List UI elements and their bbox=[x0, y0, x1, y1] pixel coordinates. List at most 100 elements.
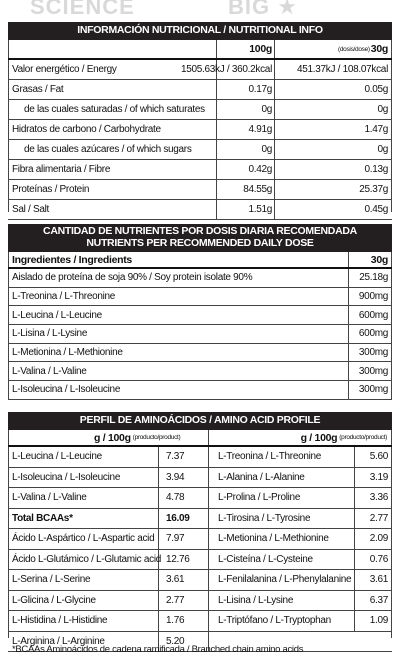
column-divider bbox=[216, 180, 217, 199]
column-divider bbox=[274, 200, 275, 219]
amino-label-left: L-Arginina / L-Arginine bbox=[12, 635, 105, 647]
dose-row: L-Metionina / L-Methionine 300mg bbox=[8, 343, 392, 363]
dose-row: Aislado de proteína de soja 90% / Soy pr… bbox=[8, 269, 392, 288]
column-divider bbox=[208, 488, 209, 508]
amino-col-right: g / 100g (producto/product) bbox=[301, 430, 388, 445]
nutrient-label: Hidratos de carbono / Carbohydrate bbox=[12, 124, 161, 135]
nutrient-value-100g: 0g bbox=[261, 144, 272, 155]
amino-label-left: L-Serina / L-Serine bbox=[12, 574, 91, 586]
nutrient-value-dose: 0g bbox=[377, 104, 388, 115]
nutrition-row: Valor energético / Energy 1505.63kJ / 360… bbox=[8, 60, 392, 80]
nutrient-value-dose: 1.47g bbox=[364, 124, 388, 135]
amino-col-left: g / 100g (producto/product) bbox=[94, 430, 181, 445]
ingredient-label: L-Treonina / L-Threonine bbox=[12, 291, 116, 303]
column-divider bbox=[158, 447, 159, 467]
ingredient-value: 600mg bbox=[358, 309, 388, 321]
column-divider bbox=[158, 590, 159, 610]
nutrient-label: de las cuales saturadas / of which satur… bbox=[24, 104, 205, 115]
column-divider bbox=[208, 549, 209, 569]
dose-col-value: 30g bbox=[370, 253, 389, 266]
amino-value-left: 5.20 bbox=[166, 635, 185, 647]
column-divider bbox=[348, 381, 349, 399]
nutrition-row: Hidratos de carbono / Carbohydrate 4.91g 1… bbox=[8, 120, 392, 140]
nutrition-frame bbox=[8, 40, 392, 212]
amino-value-left: 3.61 bbox=[166, 574, 185, 586]
amino-row: L-Isoleucina / L-Isoleucine 3.94 L-Alanina… bbox=[8, 467, 392, 488]
watermark-left: SCIENCE bbox=[30, 0, 135, 16]
ingredient-value: 25.18g bbox=[359, 272, 388, 284]
column-divider bbox=[354, 529, 355, 549]
column-divider bbox=[216, 60, 217, 79]
brand-watermark: SCIENCE BIG ★ SCIENCE bbox=[0, 0, 400, 16]
column-divider bbox=[274, 180, 275, 199]
amino-label-right: L-Tirosina / L-Tyrosine bbox=[218, 512, 311, 524]
column-divider bbox=[216, 120, 217, 139]
amino-label-left: L-Leucina / L-Leucine bbox=[12, 451, 102, 463]
dose-column-header: Ingredientes / Ingredients 30g bbox=[8, 252, 392, 269]
nutrient-value-dose: 0.05g bbox=[364, 84, 388, 95]
nutrient-value-100g: 4.91g bbox=[248, 124, 272, 135]
amino-value-left: 1.76 bbox=[166, 615, 185, 627]
column-divider bbox=[208, 447, 209, 467]
column-divider bbox=[274, 120, 275, 139]
amino-value-left: 12.76 bbox=[166, 553, 190, 565]
nutrition-row: Fibra alimentaria / Fibre 0.42g 0.13g bbox=[8, 160, 392, 180]
amino-value-left: 4.78 bbox=[166, 492, 185, 504]
ingredient-value: 300mg bbox=[358, 347, 388, 359]
col-dose-value: 30g bbox=[370, 43, 389, 55]
amino-title: PERFIL DE AMINOÁCIDOS / AMINO ACID PROFI… bbox=[79, 414, 321, 427]
column-divider bbox=[158, 508, 159, 528]
column-divider bbox=[158, 611, 159, 631]
amino-col-unit-right: g / 100g bbox=[300, 431, 338, 444]
amino-label-left: L-Valina / L-Valine bbox=[12, 492, 87, 504]
nutrition-title: INFORMACIÓN NUTRICIONAL / NUTRITIONAL IN… bbox=[77, 24, 323, 37]
ingredient-label: L-Isoleucina / L-Isoleucine bbox=[12, 384, 121, 396]
dose-title-line1: CANTIDAD DE NUTRIENTES POR DOSIS DIARIA … bbox=[43, 225, 357, 238]
nutrient-label: Proteínas / Protein bbox=[12, 184, 90, 195]
nutrient-value-100g: 0.17g bbox=[248, 84, 272, 95]
nutrient-value-dose: 0.45g bbox=[364, 204, 388, 215]
ingredient-value: 300mg bbox=[358, 384, 388, 396]
amino-label-right: L-Metionina / L-Methionine bbox=[218, 533, 329, 545]
amino-label-right: L-Triptófano / L-Tryptophan bbox=[218, 615, 331, 627]
amino-row: L-Serina / L-Serine 3.61 L-Fenilalanina / … bbox=[8, 570, 392, 591]
column-divider bbox=[348, 306, 349, 325]
nutrient-label: Sal / Salt bbox=[12, 204, 50, 215]
column-divider bbox=[208, 631, 209, 651]
column-divider bbox=[208, 570, 209, 590]
nutrient-value-100g: 0.42g bbox=[248, 164, 272, 175]
nutrient-label: Fibra alimentaria / Fibre bbox=[12, 164, 111, 175]
nutrient-label: Valor energético / Energy bbox=[12, 64, 117, 75]
column-divider bbox=[354, 570, 355, 590]
dose-col-label: Ingredientes / Ingredients bbox=[12, 253, 132, 266]
column-divider bbox=[158, 467, 159, 487]
amino-frame bbox=[8, 430, 392, 638]
amino-col-note-left: (producto/product) bbox=[132, 434, 181, 441]
nutrition-header: INFORMACIÓN NUTRICIONAL / NUTRITIONAL IN… bbox=[8, 22, 392, 40]
amino-row: Ácido L-Aspártico / L-Aspartic acid 7.97 L… bbox=[8, 529, 392, 550]
column-divider bbox=[354, 488, 355, 508]
amino-value-right: 2.77 bbox=[369, 512, 389, 524]
amino-label-left: L-Isoleucina / L-Isoleucine bbox=[12, 471, 121, 483]
amino-label-left: Ácido L-Glutámico / L-Glutamic acid bbox=[12, 553, 162, 565]
column-divider bbox=[216, 140, 217, 159]
nutrient-value-100g: 1505.63kJ / 360.2kcal bbox=[181, 64, 272, 75]
nutrient-value-dose: 451.37kJ / 108.07kcal bbox=[297, 64, 388, 75]
amino-col-unit-left: g / 100g bbox=[94, 431, 131, 444]
amino-label-right: L-Prolina / L-Proline bbox=[218, 492, 301, 504]
nutrition-row: Grasas / Fat 0.17g 0.05g bbox=[8, 80, 392, 100]
dose-row: L-Valina / L-Valine 300mg bbox=[8, 362, 392, 382]
amino-header: PERFIL DE AMINOÁCIDOS / AMINO ACID PROFI… bbox=[8, 412, 392, 430]
watermark-right: BIG ★ SCIENCE bbox=[228, 0, 298, 16]
amino-value-right: 1.09 bbox=[369, 615, 389, 627]
column-divider bbox=[274, 80, 275, 99]
dose-header: CANTIDAD DE NUTRIENTES POR DOSIS DIARIA … bbox=[8, 224, 392, 252]
ingredient-label: L-Valina / L-Valine bbox=[12, 365, 87, 377]
column-divider bbox=[348, 343, 349, 362]
amino-col-note-right: (producto/product) bbox=[339, 434, 387, 441]
amino-label-right: L-Treonina / L-Threonine bbox=[218, 451, 322, 463]
nutrient-value-100g: 84.55g bbox=[243, 184, 272, 195]
column-divider bbox=[274, 60, 275, 79]
col-dose: (dosis/dose) 30g bbox=[338, 40, 388, 58]
ingredient-value: 900mg bbox=[358, 291, 388, 303]
